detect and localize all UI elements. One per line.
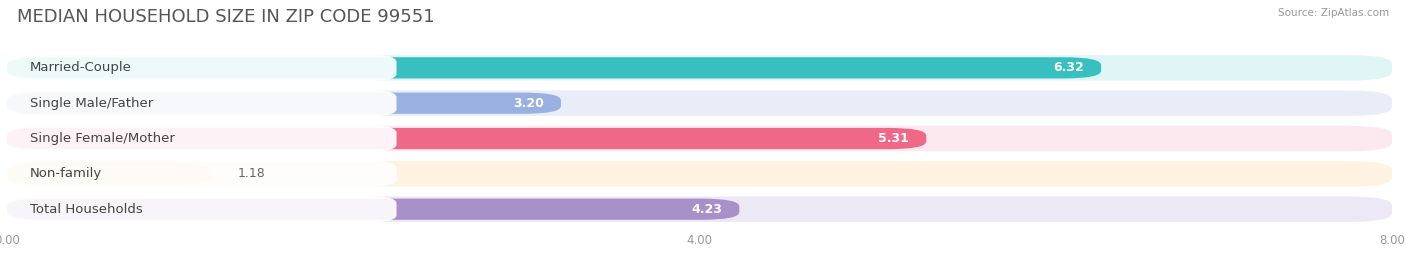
Text: MEDIAN HOUSEHOLD SIZE IN ZIP CODE 99551: MEDIAN HOUSEHOLD SIZE IN ZIP CODE 99551: [17, 8, 434, 26]
Text: Single Male/Father: Single Male/Father: [30, 97, 153, 110]
Text: 4.23: 4.23: [692, 203, 723, 216]
FancyBboxPatch shape: [0, 160, 396, 188]
Text: Source: ZipAtlas.com: Source: ZipAtlas.com: [1278, 8, 1389, 18]
Text: Total Households: Total Households: [30, 203, 142, 216]
Text: 1.18: 1.18: [238, 167, 264, 180]
FancyBboxPatch shape: [7, 161, 1392, 187]
FancyBboxPatch shape: [0, 54, 396, 82]
FancyBboxPatch shape: [7, 128, 927, 149]
Text: Non-family: Non-family: [30, 167, 101, 180]
Text: 6.32: 6.32: [1053, 61, 1084, 74]
Text: Single Female/Mother: Single Female/Mother: [30, 132, 174, 145]
Text: 3.20: 3.20: [513, 97, 544, 110]
FancyBboxPatch shape: [7, 199, 740, 220]
FancyBboxPatch shape: [7, 55, 1392, 81]
FancyBboxPatch shape: [7, 163, 211, 185]
FancyBboxPatch shape: [7, 90, 1392, 116]
Text: 5.31: 5.31: [879, 132, 908, 145]
FancyBboxPatch shape: [7, 126, 1392, 151]
FancyBboxPatch shape: [7, 57, 1101, 79]
FancyBboxPatch shape: [7, 196, 1392, 222]
FancyBboxPatch shape: [0, 89, 396, 117]
FancyBboxPatch shape: [0, 125, 396, 152]
FancyBboxPatch shape: [7, 93, 561, 114]
Text: Married-Couple: Married-Couple: [30, 61, 131, 74]
FancyBboxPatch shape: [0, 196, 396, 223]
